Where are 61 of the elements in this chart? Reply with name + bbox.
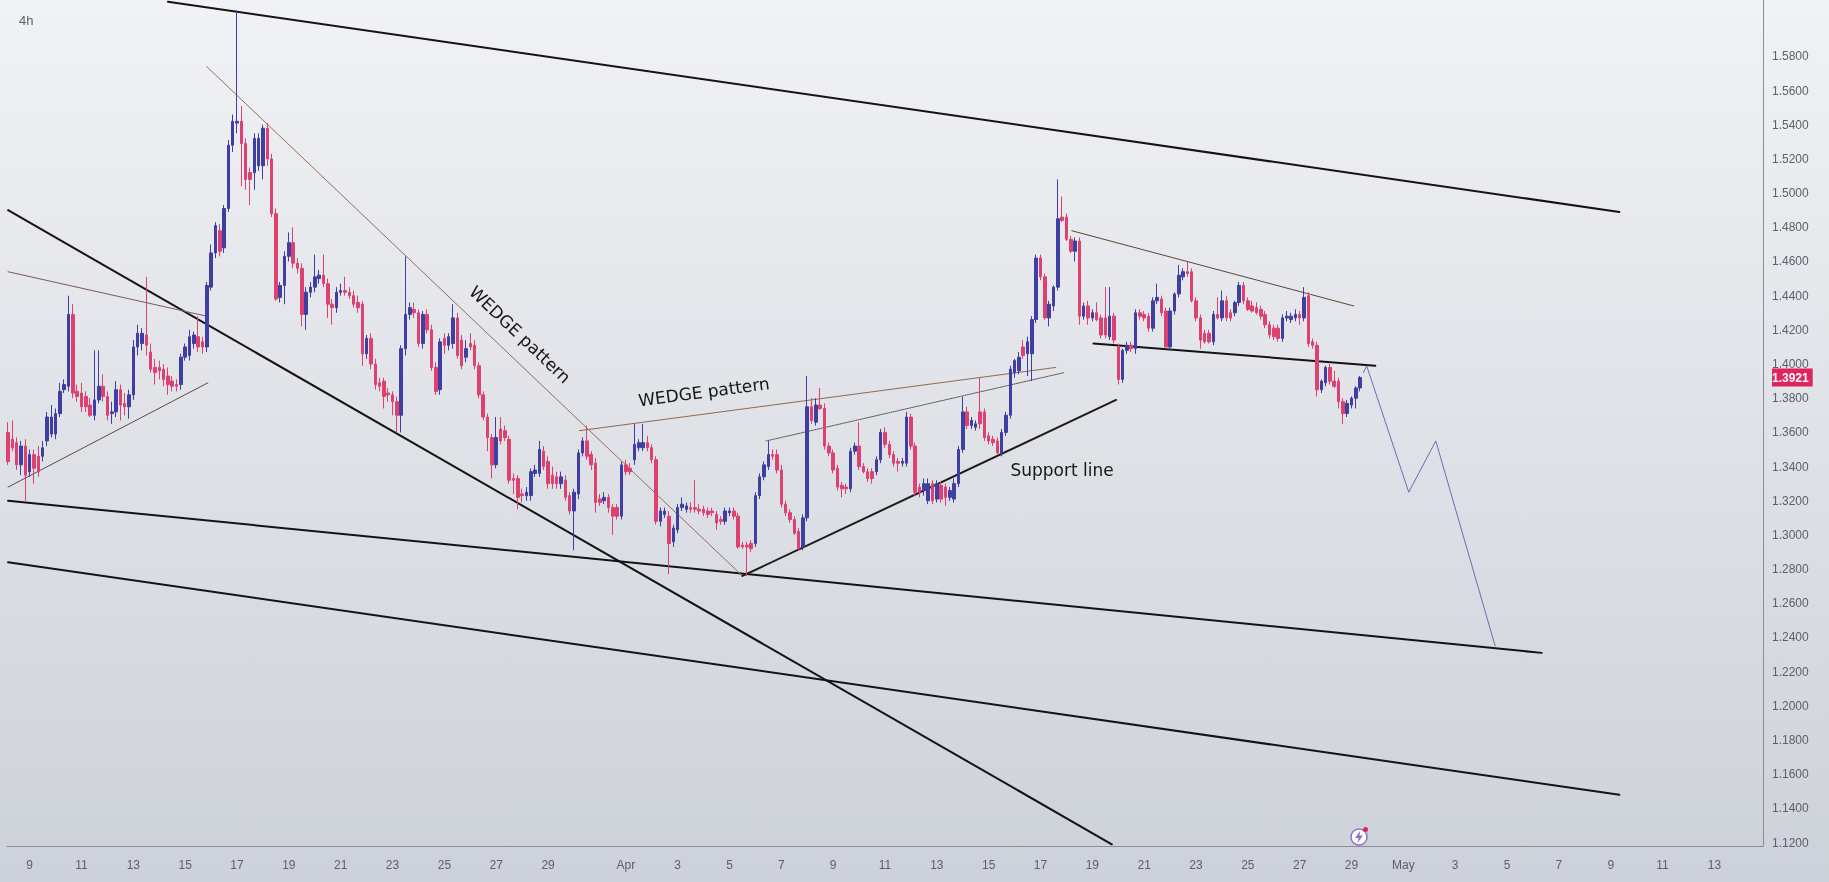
x-tick-label: 3 [1451, 858, 1459, 872]
x-tick-label: 5 [726, 858, 734, 872]
x-tick-label: 3 [674, 858, 682, 872]
y-tick-label: 1.3000 [1772, 527, 1810, 542]
x-tick-label: 23 [385, 858, 400, 872]
y-tick-label: 1.5800 [1772, 49, 1810, 64]
x-tick-label: 11 [75, 858, 89, 872]
x-tick-label: 7 [1555, 858, 1563, 872]
y-tick-label: 1.2800 [1772, 562, 1810, 577]
y-tick-label: 1.1200 [1772, 835, 1810, 850]
x-tick-label: 29 [1344, 858, 1359, 872]
x-tick-label: 23 [1189, 858, 1204, 872]
y-tick-label: 1.2200 [1772, 664, 1810, 679]
x-tick-label: 9 [26, 858, 34, 872]
x-tick-label: 25 [1241, 858, 1255, 872]
y-tick-label: 1.4600 [1772, 254, 1810, 269]
y-tick-label: 1.5400 [1772, 117, 1810, 132]
x-tick-label: 13 [930, 858, 944, 872]
y-tick-label: 1.1400 [1772, 801, 1810, 816]
annotation: Support line [1010, 459, 1114, 480]
x-tick-label: 17 [230, 858, 245, 872]
y-tick-label: 1.3921 [1772, 370, 1810, 385]
x-tick-label: 9 [1607, 858, 1615, 872]
x-tick-label: 21 [334, 858, 348, 872]
y-tick-label: 1.5600 [1772, 83, 1810, 98]
y-tick-label: 1.5200 [1772, 151, 1810, 166]
y-tick-label: 1.2000 [1772, 698, 1810, 713]
y-tick-label: 1.4400 [1772, 288, 1810, 303]
annotation: WEDGE pattern [637, 373, 771, 411]
y-tick-label: 1.2600 [1772, 596, 1810, 611]
y-tick-label: 1.3600 [1772, 425, 1810, 440]
y-tick-label: 1.5000 [1772, 186, 1810, 201]
y-tick-label: 1.4800 [1772, 220, 1810, 235]
x-tick-label: May [1392, 858, 1415, 872]
y-tick-label: 1.1600 [1772, 767, 1810, 782]
x-tick-label: 15 [982, 858, 996, 872]
x-tick-label: 27 [489, 858, 504, 872]
x-tick-label: 11 [878, 858, 892, 872]
x-tick-label: 5 [1503, 858, 1511, 872]
y-tick-label: 1.1800 [1772, 733, 1810, 748]
text: 4h [19, 13, 34, 28]
x-tick-label: 27 [1293, 858, 1307, 872]
x-tick-label: 21 [1137, 858, 1152, 872]
x-tick-label: 25 [437, 858, 452, 872]
x-tick-label: 13 [126, 858, 141, 872]
y-tick-label: 1.2400 [1772, 630, 1810, 645]
x-tick-label: 29 [541, 858, 556, 872]
x-tick-label: 7 [777, 858, 785, 872]
y-tick-label: 1.3200 [1772, 493, 1810, 508]
x-tick-label: Apr [616, 858, 636, 872]
y-tick-label: 1.4000 [1772, 357, 1810, 372]
x-tick-label: 13 [1707, 858, 1722, 872]
y-tick-label: 1.3400 [1772, 459, 1810, 474]
x-tick-label: 9 [829, 858, 837, 872]
x-tick-label: 15 [178, 858, 193, 872]
y-tick-label: 1.3800 [1772, 391, 1810, 406]
x-tick-label: 19 [282, 858, 296, 872]
y-tick-label: 1.4200 [1772, 322, 1810, 337]
x-tick-label: 17 [1033, 858, 1048, 872]
x-tick-label: 19 [1085, 858, 1100, 872]
x-tick-label: 11 [1656, 858, 1670, 872]
